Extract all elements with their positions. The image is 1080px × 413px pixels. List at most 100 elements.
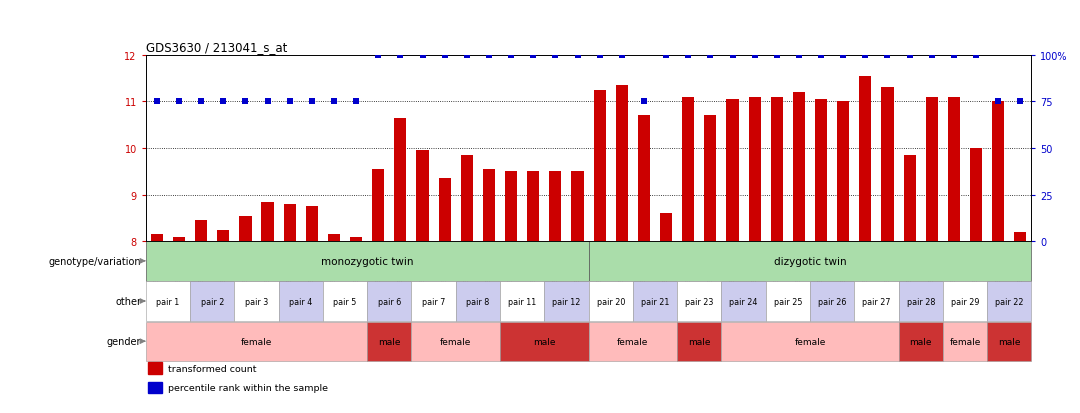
Point xyxy=(856,52,874,59)
Bar xyxy=(240,216,252,242)
Bar xyxy=(306,207,318,242)
Bar xyxy=(483,170,495,242)
Bar xyxy=(411,322,500,361)
Bar xyxy=(677,322,721,361)
Bar xyxy=(350,237,362,242)
Bar xyxy=(146,242,589,281)
Point xyxy=(325,99,342,105)
Point xyxy=(901,52,918,59)
Bar xyxy=(438,179,450,242)
Text: female: female xyxy=(617,337,649,346)
Text: pair 2: pair 2 xyxy=(201,297,224,306)
Text: male: male xyxy=(534,337,555,346)
Bar xyxy=(456,282,500,321)
Text: pair 20: pair 20 xyxy=(596,297,625,306)
Bar xyxy=(815,100,827,242)
Text: pair 11: pair 11 xyxy=(508,297,537,306)
Bar xyxy=(948,97,960,242)
Bar xyxy=(146,282,190,321)
Point xyxy=(148,99,165,105)
Text: pair 28: pair 28 xyxy=(906,297,935,306)
Bar xyxy=(899,322,943,361)
Bar xyxy=(660,214,672,242)
Point xyxy=(215,99,232,105)
Point xyxy=(968,52,985,59)
Point xyxy=(746,52,764,59)
Text: pair 12: pair 12 xyxy=(552,297,581,306)
Bar xyxy=(367,282,411,321)
Text: pair 25: pair 25 xyxy=(773,297,802,306)
Text: dizygotic twin: dizygotic twin xyxy=(773,256,847,266)
Text: pair 6: pair 6 xyxy=(378,297,401,306)
Bar xyxy=(589,282,633,321)
Point xyxy=(546,52,564,59)
Bar xyxy=(367,322,411,361)
Bar xyxy=(217,230,229,242)
Bar xyxy=(970,149,982,242)
Bar xyxy=(810,282,854,321)
Point xyxy=(369,52,387,59)
Text: pair 27: pair 27 xyxy=(862,297,891,306)
Bar xyxy=(461,156,473,242)
Bar xyxy=(151,235,163,242)
Text: monozygotic twin: monozygotic twin xyxy=(321,256,414,266)
Text: pair 26: pair 26 xyxy=(818,297,847,306)
Bar xyxy=(793,93,805,242)
Text: pair 8: pair 8 xyxy=(467,297,489,306)
Text: pair 22: pair 22 xyxy=(995,297,1024,306)
Bar xyxy=(987,322,1031,361)
Point xyxy=(237,99,254,105)
Bar xyxy=(190,282,234,321)
Bar xyxy=(195,221,207,242)
Bar xyxy=(173,237,185,242)
Bar xyxy=(987,282,1031,321)
Point xyxy=(679,52,697,59)
Point xyxy=(768,52,785,59)
Bar xyxy=(993,102,1004,242)
Bar xyxy=(926,97,937,242)
Point xyxy=(635,99,652,105)
Text: male: male xyxy=(909,337,932,346)
Text: pair 24: pair 24 xyxy=(729,297,758,306)
Point xyxy=(835,52,852,59)
Text: pair 21: pair 21 xyxy=(640,297,670,306)
Point xyxy=(414,52,431,59)
Text: gender: gender xyxy=(107,336,141,347)
Bar xyxy=(146,322,367,361)
Text: percentile rank within the sample: percentile rank within the sample xyxy=(168,383,328,392)
Bar xyxy=(571,172,583,242)
Point xyxy=(791,52,808,59)
Bar xyxy=(589,322,677,361)
Bar xyxy=(943,322,987,361)
Bar xyxy=(417,151,429,242)
Bar xyxy=(328,235,340,242)
Bar xyxy=(261,202,273,242)
Text: female: female xyxy=(949,337,981,346)
Text: other: other xyxy=(116,296,141,306)
Point xyxy=(502,52,519,59)
Point xyxy=(348,99,365,105)
Bar xyxy=(527,172,539,242)
Point xyxy=(1012,99,1029,105)
Bar xyxy=(284,204,296,242)
Bar xyxy=(854,282,899,321)
Text: male: male xyxy=(688,337,711,346)
Text: genotype/variation: genotype/variation xyxy=(49,256,141,266)
Bar xyxy=(633,282,677,321)
Bar xyxy=(616,86,627,242)
Bar xyxy=(234,282,279,321)
Bar xyxy=(544,282,589,321)
Bar xyxy=(721,282,766,321)
Point xyxy=(569,52,586,59)
Bar xyxy=(394,119,406,242)
Text: transformed count: transformed count xyxy=(168,363,256,373)
Bar xyxy=(323,282,367,321)
Bar xyxy=(721,322,899,361)
Point xyxy=(812,52,829,59)
Bar xyxy=(638,116,650,242)
Bar xyxy=(500,282,544,321)
Bar xyxy=(881,88,893,242)
Bar xyxy=(148,363,162,374)
Point xyxy=(879,52,896,59)
Bar xyxy=(837,102,849,242)
